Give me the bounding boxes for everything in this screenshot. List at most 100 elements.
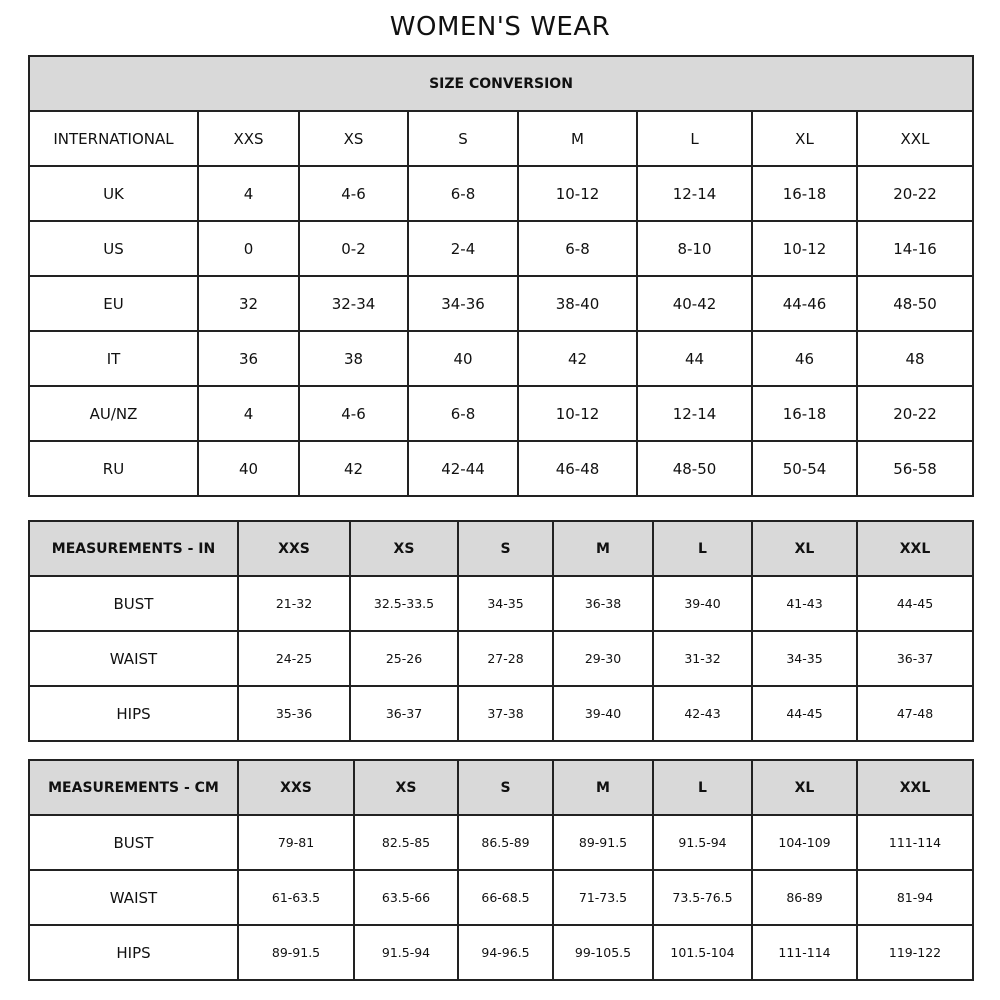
table-cell: 39-40 (652, 575, 753, 632)
table-row: HIPS 89-91.5 91.5-94 94-96.5 99-105.5 101.5-1… (28, 924, 974, 981)
table-cell: 63.5-66 (353, 869, 459, 926)
column-header: MEASUREMENTS - IN (28, 520, 239, 577)
table-cell: 94-96.5 (457, 924, 554, 981)
table-cell: 104-109 (751, 814, 858, 871)
table-cell: 36 (197, 330, 300, 387)
table-cell: 27-28 (457, 630, 554, 687)
table-cell: 12-14 (636, 165, 753, 222)
table-cell: 34-35 (457, 575, 554, 632)
table-cell: 89-91.5 (552, 814, 654, 871)
table-cell: 46-48 (517, 440, 638, 497)
table-cell: 40 (407, 330, 519, 387)
table-cell: 56-58 (856, 440, 974, 497)
column-header: XL (751, 759, 858, 816)
size-conversion-heading: SIZE CONVERSION (28, 55, 974, 112)
table-cell: 25-26 (349, 630, 459, 687)
row-label: BUST (28, 575, 239, 632)
table-cell: 21-32 (237, 575, 351, 632)
table-cell: 4-6 (298, 165, 409, 222)
table-cell: 20-22 (856, 385, 974, 442)
table-cell: 79-81 (237, 814, 355, 871)
column-header: XXL (856, 759, 974, 816)
table-cell: 10-12 (517, 165, 638, 222)
row-label: AU/NZ (28, 385, 199, 442)
column-header: L (636, 110, 753, 167)
table-cell: 40 (197, 440, 300, 497)
table-cell: 35-36 (237, 685, 351, 742)
column-header: S (457, 759, 554, 816)
header-row: MEASUREMENTS - CM XXS XS S M L XL XXL (28, 759, 974, 816)
column-header: MEASUREMENTS - CM (28, 759, 239, 816)
table-cell: 39-40 (552, 685, 654, 742)
table-cell: 46 (751, 330, 858, 387)
row-label: BUST (28, 814, 239, 871)
column-header: S (407, 110, 519, 167)
measurements-inches-table: MEASUREMENTS - IN XXS XS S M L XL XXL BUST 21-32 3… (28, 520, 974, 742)
table-cell: 48 (856, 330, 974, 387)
row-label: IT (28, 330, 199, 387)
table-cell: 36-37 (856, 630, 974, 687)
table-row: UK 4 4-6 6-8 10-12 12-14 16-18 20-22 (28, 165, 974, 222)
table-cell: 61-63.5 (237, 869, 355, 926)
table-cell: 99-105.5 (552, 924, 654, 981)
table-cell: 82.5-85 (353, 814, 459, 871)
column-header: M (552, 759, 654, 816)
column-header: L (652, 759, 753, 816)
table-cell: 111-114 (856, 814, 974, 871)
table-cell: 10-12 (517, 385, 638, 442)
column-header: XXL (856, 110, 974, 167)
header-row: MEASUREMENTS - IN XXS XS S M L XL XXL (28, 520, 974, 577)
table-row: RU 40 42 42-44 46-48 48-50 50-54 56-58 (28, 440, 974, 497)
table-cell: 101.5-104 (652, 924, 753, 981)
table-cell: 6-8 (407, 165, 519, 222)
table-row: AU/NZ 4 4-6 6-8 10-12 12-14 16-18 20-22 (28, 385, 974, 442)
table-cell: 111-114 (751, 924, 858, 981)
table-cell: 16-18 (751, 385, 858, 442)
table-row: WAIST 24-25 25-26 27-28 29-30 31-32 34-35 36-37 (28, 630, 974, 687)
table-cell: 10-12 (751, 220, 858, 277)
table-row: IT 36 38 40 42 44 46 48 (28, 330, 974, 387)
column-header: L (652, 520, 753, 577)
table-cell: 91.5-94 (353, 924, 459, 981)
table-cell: 66-68.5 (457, 869, 554, 926)
measurements-cm-table: MEASUREMENTS - CM XXS XS S M L XL XXL BUST 79-81 8… (28, 759, 974, 981)
table-cell: 73.5-76.5 (652, 869, 753, 926)
table-cell: 2-4 (407, 220, 519, 277)
table-cell: 47-48 (856, 685, 974, 742)
table-row: EU 32 32-34 34-36 38-40 40-42 44-46 48-50 (28, 275, 974, 332)
table-cell: 44-45 (856, 575, 974, 632)
table-cell: 0 (197, 220, 300, 277)
column-header: INTERNATIONAL (28, 110, 199, 167)
column-header: XXL (856, 520, 974, 577)
column-header: XS (353, 759, 459, 816)
row-label: HIPS (28, 685, 239, 742)
page-title: WOMEN'S WEAR (389, 12, 611, 42)
table-cell: 119-122 (856, 924, 974, 981)
table-cell: 29-30 (552, 630, 654, 687)
table-cell: 38-40 (517, 275, 638, 332)
table-cell: 0-2 (298, 220, 409, 277)
table-cell: 71-73.5 (552, 869, 654, 926)
table-cell: 14-16 (856, 220, 974, 277)
table-cell: 42 (298, 440, 409, 497)
table-cell: 34-35 (751, 630, 858, 687)
table-cell: 32 (197, 275, 300, 332)
table-cell: 4 (197, 385, 300, 442)
column-header: XS (349, 520, 459, 577)
table-row: BUST 21-32 32.5-33.5 34-35 36-38 39-40 41-43 44… (28, 575, 974, 632)
row-label: RU (28, 440, 199, 497)
column-header: M (552, 520, 654, 577)
table-cell: 32.5-33.5 (349, 575, 459, 632)
table-cell: 34-36 (407, 275, 519, 332)
table-cell: 48-50 (856, 275, 974, 332)
column-header: S (457, 520, 554, 577)
table-cell: 41-43 (751, 575, 858, 632)
row-label: EU (28, 275, 199, 332)
table-cell: 44-46 (751, 275, 858, 332)
table-cell: 24-25 (237, 630, 351, 687)
table-cell: 38 (298, 330, 409, 387)
table-cell: 42-43 (652, 685, 753, 742)
table-cell: 86-89 (751, 869, 858, 926)
column-header: XL (751, 520, 858, 577)
row-label: US (28, 220, 199, 277)
